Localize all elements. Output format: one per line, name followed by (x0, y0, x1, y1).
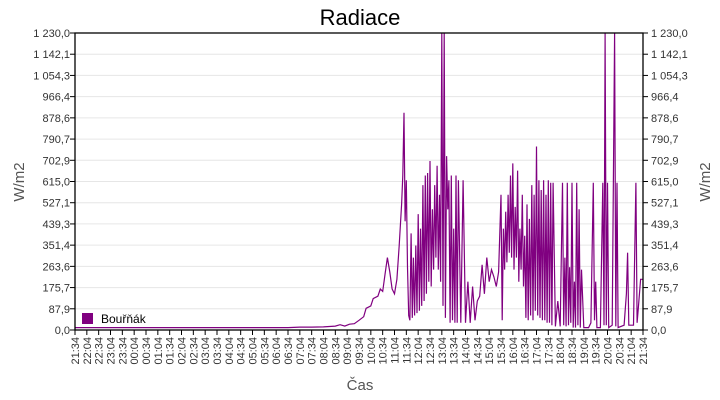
y-tick-label: 702,9 (651, 155, 679, 167)
x-tick-label: 22:34 (94, 337, 106, 365)
x-tick-label: 05:04 (248, 337, 260, 365)
y-tick-label: 439,3 (42, 219, 70, 231)
x-tick-label: 13:34 (449, 337, 461, 365)
x-tick-label: 19:04 (579, 337, 591, 365)
y-tick-label: 615,0 (42, 177, 70, 189)
x-tick-label: 02:34 (188, 337, 200, 365)
series-line-bournak (75, 32, 643, 329)
x-tick-label: 20:04 (603, 337, 615, 365)
y-tick-label: 263,6 (42, 261, 70, 273)
x-tick-label: 12:34 (425, 337, 437, 365)
x-tick-label: 13:04 (437, 337, 449, 365)
x-tick-label: 01:04 (153, 337, 165, 365)
y-tick-label: 878,6 (651, 113, 679, 125)
x-tick-label: 03:34 (212, 337, 224, 365)
x-axis-title: Čas (347, 377, 374, 394)
x-tick-label: 04:34 (236, 337, 248, 365)
x-tick-label: 16:04 (508, 337, 520, 365)
plot-frame (74, 32, 644, 331)
x-tick-label: 21:34 (638, 337, 650, 365)
x-tick-label: 09:04 (342, 337, 354, 365)
x-tick-label: 07:04 (295, 337, 307, 365)
y-tick-label: 615,0 (651, 177, 679, 189)
y-tick-label: 702,9 (42, 155, 70, 167)
x-tick-label: 15:04 (484, 337, 496, 365)
x-tick-label: 17:04 (532, 337, 544, 365)
y-tick-label: 1 230,0 (33, 28, 70, 40)
y-axis-title-right: W/m2 (697, 162, 714, 201)
x-tick-label: 12:04 (413, 337, 425, 365)
y-tick-label: 1 230,0 (651, 28, 688, 40)
x-tick-label: 16:34 (520, 337, 532, 365)
x-tick-label: 10:04 (366, 337, 378, 365)
y-axis-right: 0,0 87,9 175,7 263,6 351,4 439,3 527,1 615,0 702… (643, 28, 688, 337)
y-tick-label: 1 142,1 (651, 49, 688, 61)
x-tick-label: 06:34 (283, 337, 295, 365)
y-tick-label: 87,9 (49, 304, 70, 316)
y-tick-label: 0,0 (55, 325, 70, 337)
x-tick-label: 20:34 (614, 337, 626, 365)
x-tick-label: 01:34 (165, 337, 177, 365)
y-axis-title-left: W/m2 (11, 162, 28, 201)
x-tick-label: 19:34 (591, 337, 603, 365)
x-tick-label: 14:04 (461, 337, 473, 365)
x-tick-label: 08:04 (319, 337, 331, 365)
y-tick-label: 790,7 (42, 134, 70, 146)
x-tick-label: 07:34 (307, 337, 319, 365)
y-tick-label: 1 142,1 (33, 49, 70, 61)
x-tick-label: 11:34 (401, 337, 413, 364)
x-axis: 21:34 22:04 22:34 23:04 23:34 00:04 00:34 01:04… (70, 330, 650, 365)
x-tick-label: 17:34 (543, 337, 555, 365)
x-tick-label: 03:04 (200, 337, 212, 365)
x-tick-label: 09:34 (354, 337, 366, 365)
x-tick-label: 10:34 (378, 337, 390, 365)
x-tick-label: 11:04 (390, 337, 402, 364)
y-tick-label: 351,4 (651, 240, 679, 252)
legend-swatch (82, 313, 93, 324)
x-tick-label: 15:34 (496, 337, 508, 365)
x-tick-label: 18:34 (567, 337, 579, 365)
y-tick-label: 0,0 (651, 325, 666, 337)
y-tick-label: 87,9 (651, 304, 672, 316)
y-axis-left: 0,0 87,9 175,7 263,6 351,4 439,3 527,1 615,0 702… (33, 28, 75, 337)
x-tick-label: 08:34 (330, 337, 342, 365)
legend-label: Bouřňák (101, 312, 147, 326)
x-tick-label: 05:34 (259, 337, 271, 365)
x-tick-label: 06:04 (271, 337, 283, 365)
x-tick-label: 14:34 (472, 337, 484, 365)
x-tick-label: 18:04 (555, 337, 567, 365)
y-tick-label: 175,7 (651, 283, 679, 295)
x-tick-label: 21:04 (626, 337, 638, 365)
legend: Bouřňák (82, 312, 147, 326)
x-tick-label: 21:34 (70, 337, 82, 365)
x-tick-label: 02:04 (177, 337, 189, 365)
y-tick-label: 439,3 (651, 219, 679, 231)
x-tick-label: 00:34 (141, 337, 153, 365)
y-tick-label: 527,1 (651, 198, 679, 210)
y-tick-label: 175,7 (42, 283, 70, 295)
y-tick-label: 351,4 (42, 240, 70, 252)
y-tick-label: 878,6 (42, 113, 70, 125)
x-tick-label: 23:04 (106, 337, 118, 365)
y-tick-label: 790,7 (651, 134, 679, 146)
y-tick-label: 1 054,3 (33, 70, 70, 82)
y-tick-label: 1 054,3 (651, 70, 688, 82)
y-tick-label: 966,4 (42, 92, 70, 104)
x-tick-label: 04:04 (224, 337, 236, 365)
x-tick-label: 22:04 (82, 337, 94, 365)
chart-title: Radiace (320, 5, 401, 30)
y-tick-label: 527,1 (42, 198, 70, 210)
y-tick-label: 263,6 (651, 261, 679, 273)
x-tick-label: 23:34 (117, 337, 129, 365)
x-tick-label: 00:04 (129, 337, 141, 365)
grid-lines (75, 53, 643, 310)
y-tick-label: 966,4 (651, 92, 679, 104)
